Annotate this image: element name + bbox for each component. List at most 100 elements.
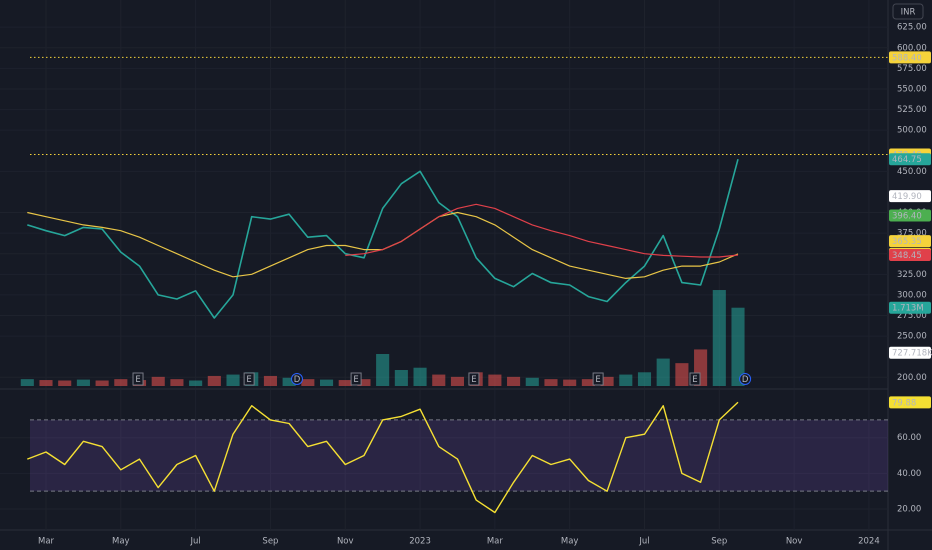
- axis-price-label-text: 365.35: [892, 237, 922, 247]
- axis-price-label-text: 1.713M: [892, 304, 924, 314]
- axis-price-label: [889, 51, 931, 64]
- volume-bar: [207, 375, 221, 386]
- y-tick-label: 325.00: [897, 270, 927, 280]
- axis-price-label-text: 79.88: [892, 398, 916, 408]
- axis-price-label: [889, 209, 931, 222]
- x-tick-label: May: [561, 537, 579, 547]
- volume-bar: [263, 375, 277, 386]
- volume-bar: [320, 379, 334, 386]
- currency-box[interactable]: [892, 3, 924, 20]
- volume-bar: [189, 380, 203, 386]
- event-marker: [468, 372, 480, 386]
- volume-bar: [544, 379, 558, 386]
- x-tick-label: Nov: [786, 537, 803, 547]
- axis-price-label: [889, 249, 931, 262]
- currency-label[interactable]: INR: [901, 8, 916, 18]
- volume-bar: [338, 380, 352, 386]
- event-marker: [350, 372, 362, 386]
- volume-bar: [394, 370, 408, 386]
- volume-bar: [413, 367, 427, 386]
- x-tick-label: 2023: [409, 537, 431, 547]
- volume-bar: [357, 379, 371, 386]
- axis-price-label-text: 419.90: [892, 192, 922, 202]
- axis-price-label: [889, 396, 931, 409]
- event-marker: [290, 373, 303, 385]
- event-marker: [592, 372, 604, 386]
- y-tick-label: 375.00: [897, 229, 927, 239]
- volume-bar: [637, 372, 652, 386]
- volume-bar: [226, 374, 240, 386]
- volume-bar: [507, 376, 521, 386]
- x-tick-label: 2024: [858, 537, 880, 547]
- y-tick-label: 500.00: [897, 126, 927, 136]
- event-label: D: [294, 375, 301, 385]
- event-label: E: [471, 375, 476, 385]
- axis-price-label-text: 588.40: [892, 53, 922, 63]
- axis-price-label-text: 464.75: [892, 155, 922, 165]
- event-label: E: [135, 375, 140, 385]
- volume-bar: [619, 374, 633, 386]
- series-line: [27, 401, 739, 514]
- volume-bar: [600, 376, 614, 386]
- axis-price-label: [889, 301, 931, 314]
- x-tick-label: Nov: [337, 537, 354, 547]
- y-tick-label: 300.00: [897, 290, 927, 300]
- rsi-band: [30, 419, 888, 492]
- y-tick-label: 40.00: [897, 469, 921, 479]
- volume-bar: [301, 379, 315, 386]
- axis-price-label-text: 727.718K: [892, 349, 932, 359]
- x-tick-label: Mar: [487, 537, 504, 547]
- volume-bar: [151, 376, 165, 386]
- axis-price-label: [889, 153, 931, 166]
- y-tick-label: 625.00: [897, 23, 927, 33]
- y-tick-label: 575.00: [897, 64, 927, 74]
- y-tick-label: 60.00: [897, 433, 921, 443]
- volume-bar: [450, 376, 465, 386]
- volume-bar: [95, 380, 109, 386]
- volume-bar: [58, 380, 72, 386]
- volume-bar: [20, 379, 34, 386]
- series-line: [27, 158, 739, 319]
- volume-bar: [731, 307, 745, 386]
- volume-bar: [488, 374, 502, 386]
- y-tick-label: 525.00: [897, 105, 927, 115]
- x-tick-label: Mar: [38, 537, 55, 547]
- x-tick-label: Jul: [189, 537, 200, 547]
- volume-bar: [170, 379, 184, 386]
- event-marker: [739, 373, 752, 385]
- y-tick-label: 550.00: [897, 84, 927, 94]
- y-tick-label: 20.00: [897, 504, 921, 514]
- volume-bar: [432, 374, 446, 386]
- volume-bar: [563, 379, 577, 386]
- event-marker: [132, 372, 144, 386]
- x-tick-label: May: [112, 537, 130, 547]
- volume-bar: [376, 354, 390, 386]
- y-tick-label: 250.00: [897, 332, 927, 342]
- event-label: E: [246, 375, 251, 385]
- y-tick-label: 450.00: [897, 167, 927, 177]
- axis-price-label: [889, 235, 931, 248]
- y-tick-label: 200.00: [897, 373, 927, 383]
- event-label: D: [742, 375, 749, 385]
- volume-bar: [581, 379, 595, 386]
- event-marker: [689, 372, 701, 386]
- event-marker: [243, 372, 255, 386]
- volume-bar: [525, 377, 539, 386]
- event-label: E: [353, 375, 358, 385]
- volume-bar: [39, 380, 53, 386]
- x-tick-label: Sep: [262, 537, 278, 547]
- event-label: E: [692, 375, 697, 385]
- axis-price-label-text: 348.45: [892, 251, 922, 261]
- x-tick-label: Jul: [638, 537, 649, 547]
- volume-bar: [656, 358, 670, 386]
- volume-bar: [76, 379, 90, 386]
- x-tick-label: Sep: [711, 537, 727, 547]
- y-tick-label: 275.00: [897, 311, 927, 321]
- axis-price-label-text: 396.40: [892, 212, 922, 222]
- volume-bar: [712, 290, 726, 386]
- volume-bar: [282, 377, 296, 386]
- event-label: E: [595, 375, 600, 385]
- series-line: [345, 203, 739, 258]
